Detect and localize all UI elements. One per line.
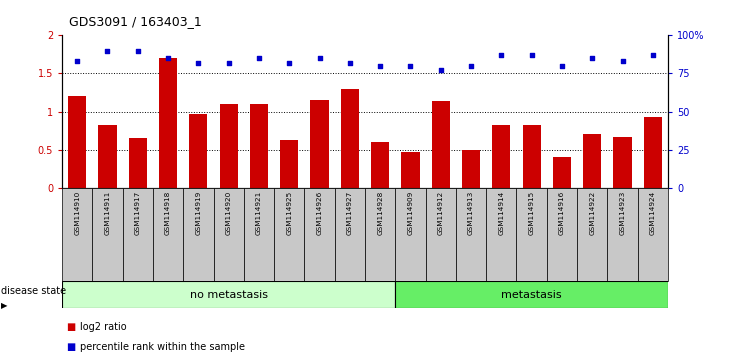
- Bar: [341, 88, 359, 188]
- Text: no metastasis: no metastasis: [190, 290, 268, 300]
- Bar: [426, 188, 456, 281]
- Bar: [547, 188, 577, 281]
- Text: GSM114928: GSM114928: [377, 190, 383, 235]
- Text: ▶: ▶: [1, 301, 7, 310]
- Text: GSM114914: GSM114914: [499, 190, 504, 235]
- Text: GSM114910: GSM114910: [74, 190, 80, 235]
- Bar: [153, 188, 183, 281]
- Point: [72, 58, 83, 64]
- Text: metastasis: metastasis: [502, 290, 562, 300]
- Point: [162, 55, 174, 61]
- Bar: [304, 188, 335, 281]
- Point: [344, 60, 356, 65]
- Point: [404, 63, 416, 69]
- Point: [526, 52, 537, 58]
- Point: [435, 68, 447, 73]
- Text: GSM114912: GSM114912: [438, 190, 444, 235]
- Text: GSM114921: GSM114921: [256, 190, 262, 235]
- Bar: [396, 281, 668, 308]
- Bar: [402, 152, 420, 188]
- Bar: [214, 188, 244, 281]
- Point: [223, 60, 234, 65]
- Point: [556, 63, 568, 69]
- Point: [617, 58, 629, 64]
- Bar: [462, 150, 480, 188]
- Bar: [577, 188, 607, 281]
- Text: disease state: disease state: [1, 286, 66, 296]
- Point: [101, 48, 113, 53]
- Bar: [396, 188, 426, 281]
- Text: GSM114923: GSM114923: [620, 190, 626, 235]
- Point: [283, 60, 295, 65]
- Bar: [523, 125, 541, 188]
- Bar: [607, 188, 638, 281]
- Text: GSM114911: GSM114911: [104, 190, 110, 235]
- Bar: [280, 140, 299, 188]
- Text: GSM114926: GSM114926: [317, 190, 323, 235]
- Text: GSM114919: GSM114919: [196, 190, 201, 235]
- Text: GSM114924: GSM114924: [650, 190, 656, 235]
- Point: [193, 60, 204, 65]
- Bar: [93, 188, 123, 281]
- Point: [586, 55, 598, 61]
- Point: [253, 55, 265, 61]
- Bar: [486, 188, 517, 281]
- Bar: [274, 188, 304, 281]
- Bar: [492, 125, 510, 188]
- Text: percentile rank within the sample: percentile rank within the sample: [80, 342, 245, 352]
- Text: ■: ■: [66, 322, 75, 332]
- Bar: [68, 96, 86, 188]
- Bar: [638, 188, 668, 281]
- Bar: [583, 134, 602, 188]
- Bar: [99, 125, 117, 188]
- Text: GSM114918: GSM114918: [165, 190, 171, 235]
- Text: GSM114922: GSM114922: [589, 190, 595, 235]
- Bar: [159, 58, 177, 188]
- Bar: [371, 142, 389, 188]
- Bar: [128, 138, 147, 188]
- Bar: [431, 101, 450, 188]
- Text: GSM114913: GSM114913: [468, 190, 474, 235]
- Bar: [310, 100, 328, 188]
- Bar: [244, 188, 274, 281]
- Bar: [189, 114, 207, 188]
- Text: GDS3091 / 163403_1: GDS3091 / 163403_1: [69, 15, 202, 28]
- Text: GSM114916: GSM114916: [559, 190, 565, 235]
- Point: [496, 52, 507, 58]
- Bar: [220, 104, 238, 188]
- Text: GSM114909: GSM114909: [407, 190, 413, 235]
- Point: [314, 55, 326, 61]
- Text: ■: ■: [66, 342, 75, 352]
- Bar: [456, 188, 486, 281]
- Text: log2 ratio: log2 ratio: [80, 322, 127, 332]
- Bar: [62, 188, 93, 281]
- Bar: [250, 104, 268, 188]
- Bar: [62, 281, 396, 308]
- Point: [465, 63, 477, 69]
- Bar: [183, 188, 214, 281]
- Point: [132, 48, 144, 53]
- Bar: [553, 157, 571, 188]
- Text: GSM114915: GSM114915: [529, 190, 534, 235]
- Point: [374, 63, 386, 69]
- Text: GSM114925: GSM114925: [286, 190, 292, 235]
- Bar: [613, 137, 631, 188]
- Text: GSM114927: GSM114927: [347, 190, 353, 235]
- Bar: [644, 117, 662, 188]
- Point: [647, 52, 658, 58]
- Bar: [517, 188, 547, 281]
- Text: GSM114920: GSM114920: [226, 190, 231, 235]
- Text: GSM114917: GSM114917: [135, 190, 141, 235]
- Bar: [123, 188, 153, 281]
- Bar: [365, 188, 396, 281]
- Bar: [335, 188, 365, 281]
